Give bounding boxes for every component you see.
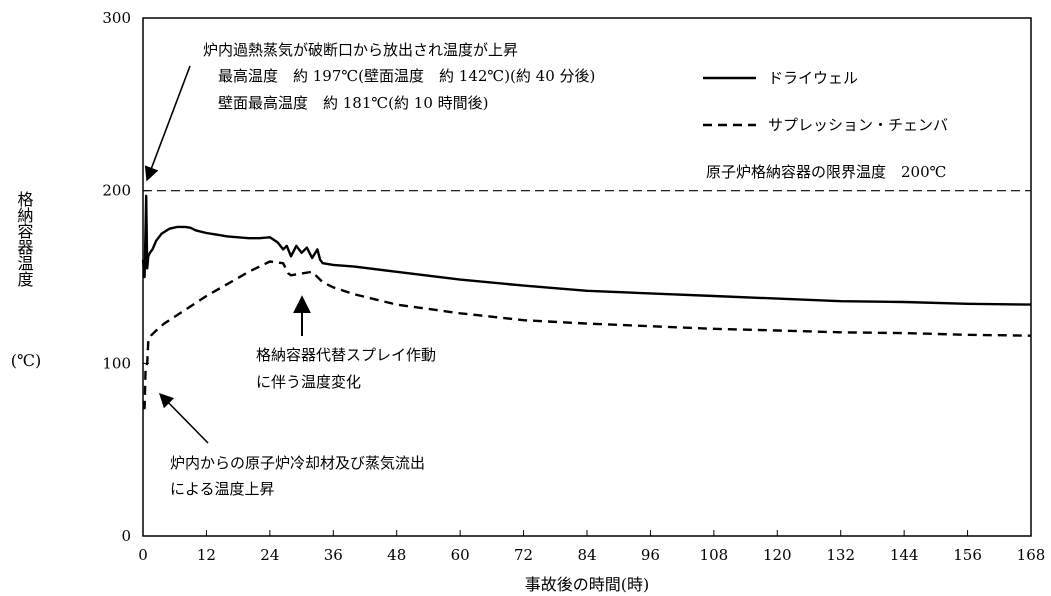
series-line-suppression [143,260,1032,410]
y-tick-label: 100 [102,354,131,372]
legend-label-drywell: ドライウェル [768,69,858,87]
annotation-spray: 格納容器代替スプレイ作動 に伴う温度変化 [256,295,436,391]
x-tick-label: 72 [514,546,533,564]
x-tick-label: 36 [324,546,343,564]
x-tick-label: 24 [260,546,279,564]
x-tick-label: 168 [1017,546,1046,564]
y-tick-label: 200 [102,182,131,200]
legend: ドライウェル サプレッション・チェンバ [703,69,948,134]
y-axis-title: 格納容器温度 [15,191,34,287]
x-tick-label: 132 [826,546,855,564]
annotation-spray-line1: 格納容器代替スプレイ作動 [256,346,436,364]
annotation-peak-title: 炉内過熱蒸気が破断口から放出され温度が上昇 [203,41,518,59]
annotation-outflow: 炉内からの原子炉冷却材及び蒸気流出 による温度上昇 [158,392,425,498]
annotation-peak-line1: 最高温度 約 197℃(壁面温度 約 142℃)(約 40 分後) [218,67,595,85]
annotation-outflow-line1: 炉内からの原子炉冷却材及び蒸気流出 [170,454,425,472]
annotation-outflow-arrow [158,392,209,444]
annotation-peak-arrow [144,65,191,182]
limit-line-label: 原子炉格納容器の限界温度 200℃ [706,163,946,181]
annotation-peak-line2: 壁面最高温度 約 181℃(約 10 時間後) [218,94,489,112]
x-tick-label: 84 [577,546,596,564]
x-tick-label: 0 [138,546,148,564]
y-tick-label: 0 [121,527,131,545]
x-tick-label: 48 [387,546,406,564]
x-tick-label: 120 [763,546,792,564]
x-tick-label: 96 [641,546,660,564]
series-group [141,194,1032,410]
series-line-drywell [141,194,1032,306]
x-tick-label: 108 [700,546,729,564]
y-axis-unit: (℃) [11,351,41,370]
x-tick-label: 60 [451,546,470,564]
annotation-peak: 炉内過熱蒸気が破断口から放出され温度が上昇 最高温度 約 197℃(壁面温度 約… [144,41,595,182]
x-tick-label: 156 [953,546,982,564]
x-axis-title: 事故後の時間(時) [525,575,650,594]
legend-label-suppression: サプレッション・チェンバ [768,116,948,134]
y-tick-label: 300 [102,9,131,27]
x-tick-label: 144 [890,546,919,564]
x-tick-label: 12 [197,546,216,564]
x-axis: 0 12 24 36 48 60 72 84 96 108 120 132 144 156 168 [138,530,1045,564]
annotation-outflow-line2: による温度上昇 [170,480,275,498]
y-axis: 0 100 200 300 [102,9,149,545]
annotation-spray-line2: に伴う温度変化 [256,373,361,391]
